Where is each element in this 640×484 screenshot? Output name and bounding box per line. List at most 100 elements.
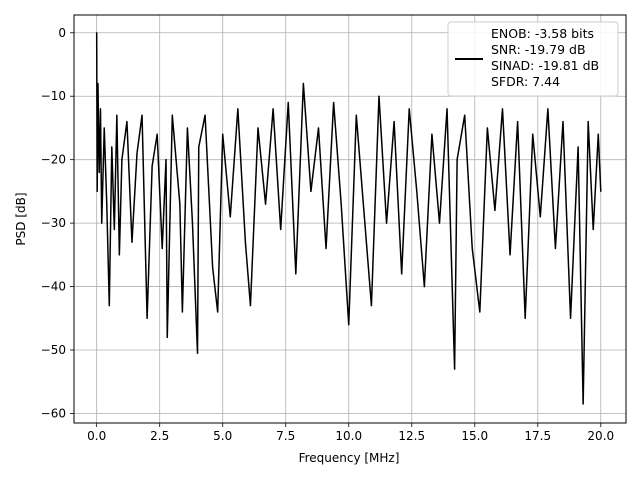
psd-point [237,108,239,110]
psd-point [151,165,153,167]
psd-point [126,121,128,123]
psd-point [171,114,173,116]
psd-point [562,121,564,123]
psd-point [355,114,357,116]
psd-point [264,203,267,205]
psd-point [348,324,350,326]
psd-point [486,127,488,129]
psd-point [317,127,320,129]
psd-point [547,108,549,110]
psd-point [103,127,105,129]
psd-point [272,108,274,110]
psd-point [431,133,433,135]
psd-point [96,190,98,192]
x-tick-label: 12.5 [398,429,425,443]
psd-point [99,108,102,110]
psd-point [325,247,327,250]
psd-point [438,222,441,224]
psd-point [539,216,541,218]
psd-point [295,273,297,275]
y-tick-label: −50 [41,343,66,357]
psd-point [378,95,380,97]
psd-point [217,311,219,313]
psd-point [524,317,526,319]
psd-point [509,254,511,256]
psd-point [166,336,168,338]
psd-point [181,311,183,313]
psd-point [96,32,98,34]
x-axis-label: Frequency [MHz] [299,451,400,465]
psd-point [446,108,448,110]
x-tick-label: 2.5 [150,429,169,443]
psd-point [101,222,103,224]
legend-sfdr: SFDR: 7.44 [491,74,560,89]
y-tick-label: −10 [41,89,66,103]
psd-point [146,317,148,319]
psd-trace [95,32,602,405]
psd-point [229,216,231,218]
legend-snr: SNR: -19.79 dB [491,42,586,57]
psd-point [401,273,403,275]
psd-point [408,108,410,110]
psd-point [136,152,138,154]
y-axis-label: PSD [dB] [14,192,28,245]
x-tick-label: 17.5 [524,429,551,443]
legend: ENOB: -3.58 bits SNR: -19.79 dB SINAD: -… [447,21,619,97]
x-tick-label: 20.0 [587,429,614,443]
x-tick-label: 7.5 [276,429,295,443]
psd-point [244,241,246,243]
psd-point [108,305,110,307]
psd-point [471,247,473,250]
legend-box [447,21,619,97]
psd-point [113,228,115,231]
psd-point [204,114,206,116]
psd-point [156,133,158,135]
psd-point [333,101,335,104]
psd-point [97,82,99,85]
psd-point [212,266,214,269]
psd-point [385,222,388,224]
psd-point [597,133,599,135]
psd-point [600,190,602,192]
psd-point [98,171,100,173]
psd-point [569,317,572,319]
psd-point [494,209,496,212]
x-tick-label: 10.0 [335,429,362,443]
psd-point [532,133,534,135]
psd-point [280,228,282,231]
psd-point [179,203,181,205]
axes-frame [73,14,627,424]
psd-point [416,190,418,192]
psd-point [302,82,304,85]
psd-point [198,146,200,148]
psd-point [111,146,113,148]
psd-point [186,127,189,129]
psd-point [517,121,519,123]
psd-point [456,159,458,161]
psd-point [592,228,594,231]
x-tick-label: 0.0 [87,429,106,443]
legend-enob: ENOB: -3.58 bits [491,26,594,41]
psd-point [118,254,120,256]
y-tick-label: −40 [41,280,66,294]
psd-point [141,114,143,116]
psd-point [554,247,557,250]
y-tick-label: −60 [41,406,66,420]
psd-point [464,114,466,116]
psd-point [287,101,289,104]
x-tick-label: 5.0 [213,429,232,443]
psd-point [363,209,365,212]
trace-layer [95,32,602,405]
psd-point [340,203,342,205]
psd-point [191,222,194,224]
psd-point [501,108,504,110]
y-tick-label: 0 [58,26,66,40]
x-tick-label: 15.0 [461,429,488,443]
legend-sinad: SINAD: -19.81 dB [491,58,599,73]
psd-point [161,247,163,250]
psd-point [423,285,425,288]
psd-point [121,159,123,161]
psd-point [257,127,259,129]
